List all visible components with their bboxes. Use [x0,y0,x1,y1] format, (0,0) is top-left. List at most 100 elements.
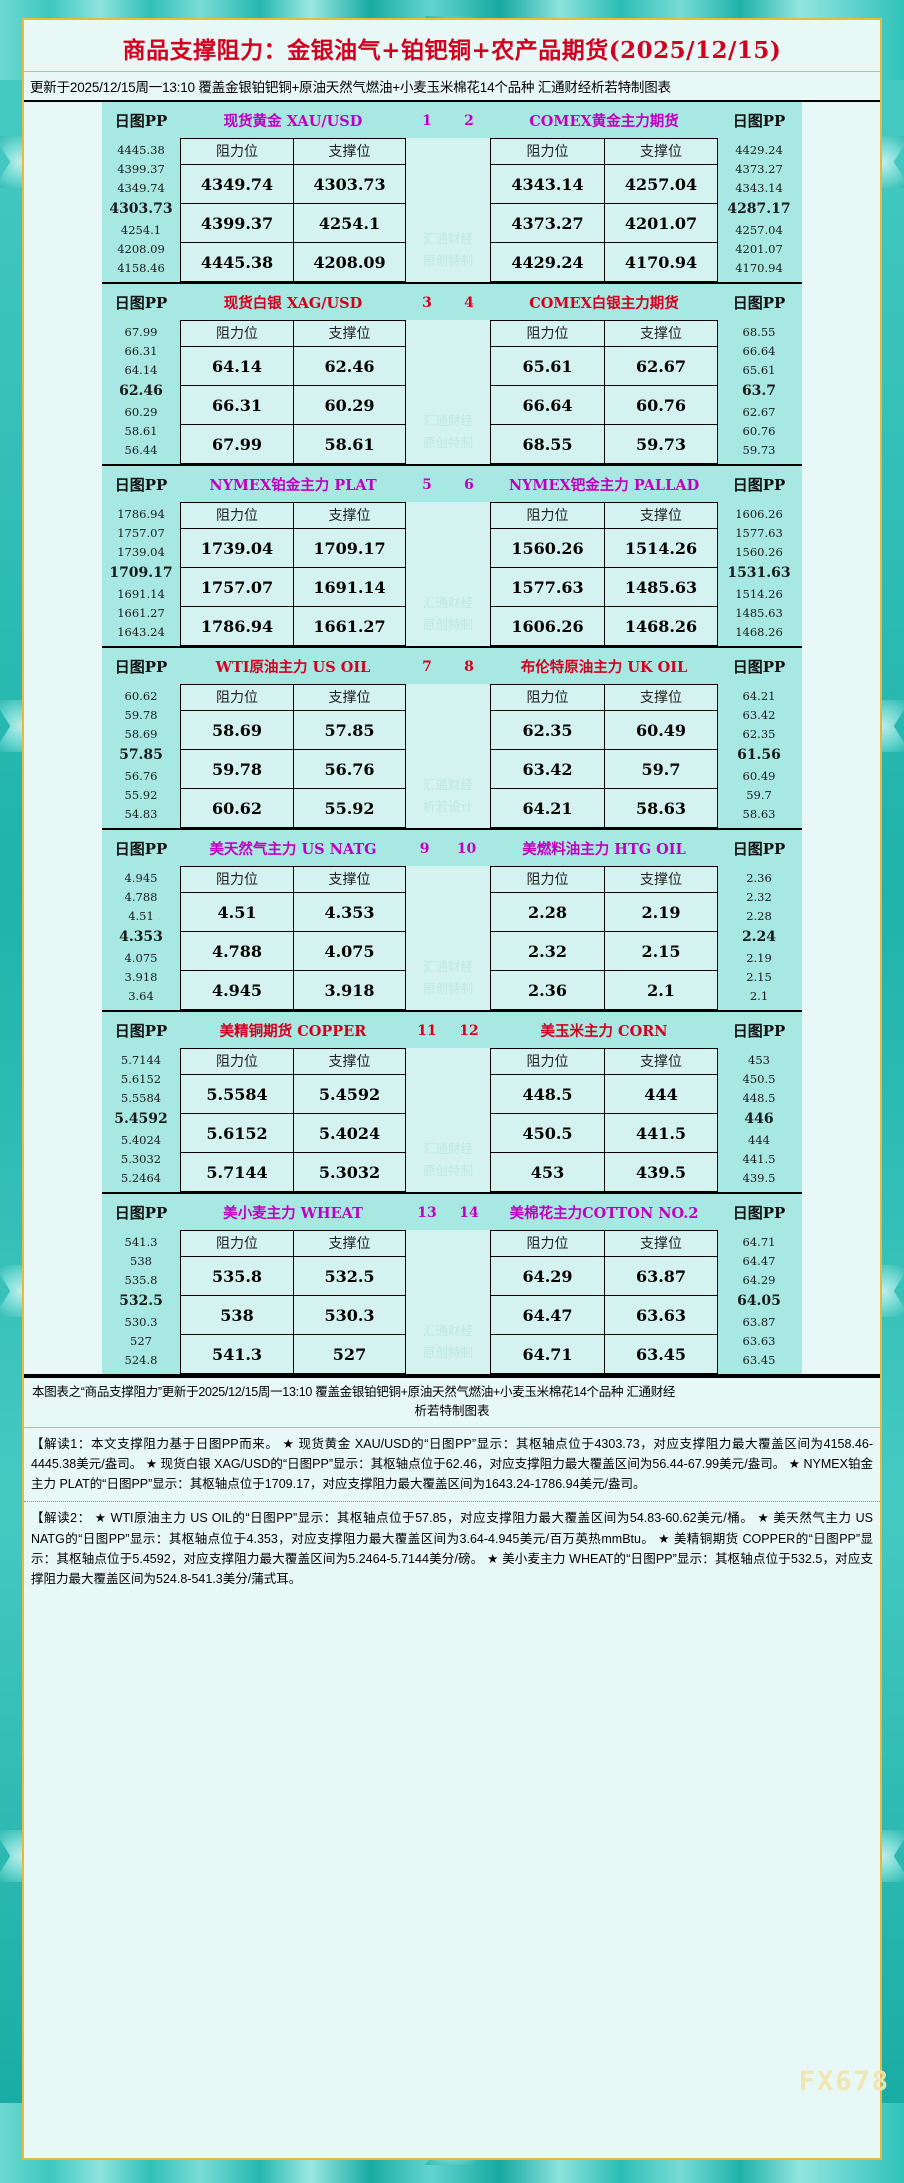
pp-value: 54.83 [124,807,158,822]
watermark-2: 汇通财经 原创特制 [406,502,490,646]
watermark-line2-4: 原创特制 [422,982,473,997]
pp-value: 64.14 [124,363,158,378]
pp-value: 4.075 [124,951,158,966]
cell-resistance-left-4-2: 4.945 [180,971,293,1010]
column-header-resistance-right-1: 阻力位 [490,320,604,347]
pp-column-[object Object]-left-5: 5.7144 5.6152 5.5584 5.4592 5.4024 5.3032 5.24… [102,1048,180,1192]
watermark-line2-1: 原创特制 [422,436,473,451]
pp-column-[object Object]-left-2: 1786.94 1757.07 1739.04 1709.17 1691.14 1661.… [102,502,180,646]
pp-header-left-1: 日图PP [102,284,180,320]
instrument-name-left-3: WTI原油主力 US OIL [180,648,406,684]
pp-value: 4170.94 [735,261,783,276]
pp-value: 1661.27 [117,606,165,621]
pp-pivot-value: 1709.17 [109,564,173,581]
pp-value: 5.7144 [120,1053,162,1068]
section-index-right-4: 10 [456,840,477,857]
pp-pivot-value: 4287.17 [727,200,791,217]
pp-value: 527 [130,1334,152,1349]
pp-value: 5.3032 [120,1152,162,1167]
pp-value: 56.76 [124,769,158,784]
pp-header-left-5: 日图PP [102,1012,180,1048]
cell-support-left-3-1: 56.76 [293,750,406,789]
column-header-resistance-left-5: 阻力位 [180,1048,293,1075]
value-table-support-right-3: 支撑位 60.49 59.7 58.63 [604,684,718,828]
cell-resistance-right-3-1: 63.42 [490,750,604,789]
cell-support-right-5-0: 444 [604,1075,718,1114]
cell-resistance-left-2-2: 1786.94 [180,607,293,646]
pp-column-[object Object]-right-5: 453 450.5 448.5 446 444 441.5 439.5 [718,1048,800,1192]
instrument-section-3: 日图PP WTI原油主力 US OIL 7 8 布伦特原油主力 UK OIL 日图PP 60… [102,648,802,830]
value-table-resistance-left-5: 阻力位 5.5584 5.6152 5.7144 [180,1048,293,1192]
pp-value: 63.42 [742,708,776,723]
instrument-section-5: 日图PP 美精铜期货 COPPER 11 12 美玉米主力 CORN 日图PP 5.7144… [102,1012,802,1194]
cell-resistance-right-2-0: 1560.26 [490,529,604,568]
cell-resistance-right-1-2: 68.55 [490,425,604,464]
value-table-support-right-1: 支撑位 62.67 60.76 59.73 [604,320,718,464]
pp-pivot-value: 446 [744,1110,774,1127]
pp-pivot-value: 5.4592 [114,1110,168,1127]
cell-resistance-left-1-2: 67.99 [180,425,293,464]
column-header-support-right-2: 支撑位 [604,502,718,529]
cell-resistance-left-0-2: 4445.38 [180,243,293,282]
section-index-left-5: 11 [417,1022,437,1039]
cell-support-left-1-1: 60.29 [293,386,406,425]
cell-support-right-0-1: 4201.07 [604,204,718,243]
value-table-resistance-right-5: 阻力位 448.5 450.5 453 [490,1048,604,1192]
pp-value: 4429.24 [735,143,783,158]
value-table-resistance-left-6: 阻力位 535.8 538 541.3 [180,1230,293,1374]
cell-resistance-left-1-1: 66.31 [180,386,293,425]
instrument-section-1: 日图PP 现货白银 XAG/USD 3 4 COMEX白银主力期货 日图PP 67.99 66… [102,284,802,466]
pp-value: 4.945 [124,871,158,886]
brand-watermark: FX678 [798,2066,890,2097]
value-table-support-right-2: 支撑位 1514.26 1485.63 1468.26 [604,502,718,646]
cell-resistance-right-0-1: 4373.27 [490,204,604,243]
instrument-name-right-6: 美棉花主力COTTON NO.2 [490,1194,718,1230]
value-table-resistance-left-1: 阻力位 64.14 66.31 67.99 [180,320,293,464]
pp-value: 3.918 [124,970,158,985]
value-table-support-left-6: 支撑位 532.5 530.3 527 [293,1230,406,1374]
pp-value: 60.76 [742,424,776,439]
page-subtitle: 更新于2025/12/15周一13:10 覆盖金银铂钯铜+原油天然气燃油+小麦玉… [24,71,880,100]
pp-value: 58.63 [742,807,776,822]
instrument-name-right-4: 美燃料油主力 HTG OIL [490,830,718,866]
section-index-left-3: 7 [422,658,432,675]
watermark-4: 汇通财经 原创特制 [406,866,490,1010]
pp-header-left-6: 日图PP [102,1194,180,1230]
cell-support-left-3-0: 57.85 [293,711,406,750]
cell-support-right-1-0: 62.67 [604,347,718,386]
pp-header-right-5: 日图PP [718,1012,800,1048]
pp-value: 444 [748,1133,770,1148]
cell-support-right-6-2: 63.45 [604,1335,718,1374]
cell-support-left-2-1: 1691.14 [293,568,406,607]
cell-support-left-0-2: 4208.09 [293,243,406,282]
footer-summary-line1: 本图表之“商品支撑阻力”更新于2025/12/15周一13:10 覆盖金银铂钯铜… [32,1385,676,1399]
pp-value: 524.8 [124,1353,158,1368]
cell-support-right-4-0: 2.19 [604,893,718,932]
pp-header-right-0: 日图PP [718,102,800,138]
pp-pivot-value: 2.24 [741,928,777,945]
footer-note-2: 【解读2： ★ WTI原油主力 US OIL的“日图PP”显示：其枢轴点位于57… [24,1502,880,1597]
pp-column-[object Object]-right-2: 1606.26 1577.63 1560.26 1531.63 1514.26 1485.… [718,502,800,646]
instrument-name-left-1: 现货白银 XAG/USD [180,284,406,320]
cell-resistance-left-3-1: 59.78 [180,750,293,789]
chart-frame: 商品支撑阻力：金银油气+铂钯铜+农产品期货(2025/12/15) 更新于202… [22,18,882,2160]
cell-resistance-left-1-0: 64.14 [180,347,293,386]
cell-resistance-right-5-1: 450.5 [490,1114,604,1153]
pp-value: 1757.07 [117,526,165,541]
cell-resistance-left-4-0: 4.51 [180,893,293,932]
cell-resistance-right-2-2: 1606.26 [490,607,604,646]
watermark-line1-4: 汇通财经 [422,960,473,975]
pp-value: 4399.37 [117,162,165,177]
cell-support-left-1-2: 58.61 [293,425,406,464]
cell-support-right-3-0: 60.49 [604,711,718,750]
watermark-line2-2: 原创特制 [422,618,473,633]
pp-value: 2.1 [749,989,769,1004]
cell-support-left-6-1: 530.3 [293,1296,406,1335]
section-index-4: 9 10 [406,830,490,866]
cell-support-left-5-1: 5.4024 [293,1114,406,1153]
cell-resistance-right-4-0: 2.28 [490,893,604,932]
pp-header-left-2: 日图PP [102,466,180,502]
pp-value: 66.31 [124,344,158,359]
